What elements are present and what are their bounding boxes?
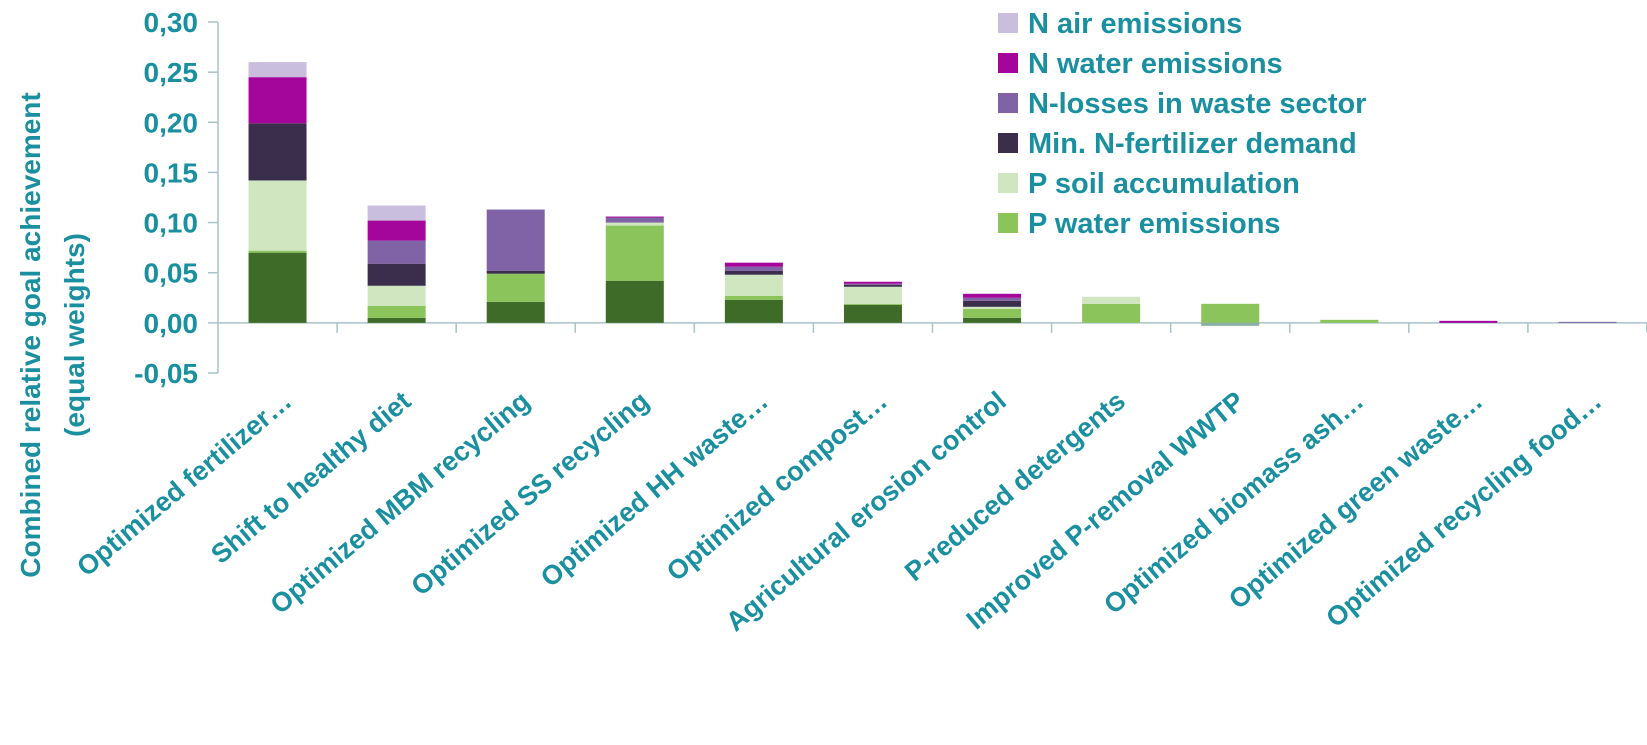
y-tick-label: 0,20	[144, 107, 199, 138]
bar-segment	[367, 285, 426, 306]
bar-segment	[248, 252, 307, 323]
legend-label: N-losses in waste sector	[1028, 88, 1366, 120]
bar-segment	[248, 62, 307, 78]
legend-label: P soil accumulation	[1028, 168, 1300, 200]
x-category-label: Optimized fertilizer…	[71, 386, 297, 583]
bar-segment	[486, 209, 545, 271]
bar-segment	[724, 274, 783, 296]
bar-segment	[248, 123, 307, 181]
x-category-label: Optimized SS recycling	[405, 386, 654, 602]
bar-segment	[724, 266, 783, 271]
bar-segment	[724, 262, 783, 267]
x-category-label: Optimized HH waste…	[535, 386, 774, 593]
bar-segment	[367, 240, 426, 264]
y-tick-label: 0,10	[144, 208, 199, 239]
legend-swatch	[998, 93, 1018, 113]
bar-segment	[367, 317, 426, 323]
bar-segment	[1082, 296, 1141, 304]
y-tick-label: 0,05	[144, 258, 199, 289]
y-tick-labels: 0,30 0,25 0,20 0,15 0,10 0,05 0,00 -0,05	[134, 7, 198, 389]
bar-segment	[486, 273, 545, 302]
x-category-labels: Optimized fertilizer…Shift to healthy di…	[71, 386, 1607, 638]
bar-segment	[963, 297, 1022, 301]
bar-segment	[248, 180, 307, 251]
legend-label: Min. N-fertilizer demand	[1028, 128, 1357, 160]
bar-segment	[605, 225, 664, 281]
bar-segment	[486, 301, 545, 323]
bar-segment	[605, 217, 664, 223]
bar-segment-negative	[1201, 322, 1260, 326]
axes	[208, 21, 1647, 374]
legend-label: P water emissions	[1028, 208, 1281, 240]
legend-swatch	[998, 173, 1018, 193]
bar-segment	[605, 222, 664, 226]
bar-segment	[486, 270, 545, 274]
x-category-label: P-reduced detergents	[899, 386, 1131, 587]
y-tick-label: -0,05	[134, 358, 198, 389]
bar-segment	[843, 303, 902, 305]
bar-segment	[367, 263, 426, 286]
bar-segment	[724, 270, 783, 275]
bar-segment	[248, 77, 307, 124]
bar-segment	[963, 308, 1022, 318]
bar-segment	[724, 299, 783, 323]
bar-segment	[248, 250, 307, 253]
y-axis-label-line-2: (equal weights)	[59, 233, 90, 437]
bar-segment	[724, 295, 783, 300]
y-tick-label: 0,00	[144, 308, 199, 339]
x-category-label: Optimized compost…	[661, 386, 893, 587]
bar-segment	[843, 284, 902, 287]
y-tick-label: 0,30	[144, 7, 199, 38]
bar-segment	[963, 317, 1022, 323]
legend-swatch	[998, 13, 1018, 33]
bar-segment	[1201, 303, 1260, 323]
y-tick-label: 0,25	[144, 57, 199, 88]
bar-segment	[963, 306, 1022, 309]
x-category-label: Shift to healthy diet	[205, 386, 416, 570]
y-axis-label-line-1: Combined relative goal achievement	[15, 92, 46, 578]
legend-swatch	[998, 133, 1018, 153]
bar-segment	[1558, 321, 1617, 323]
legend-label: N water emissions	[1028, 48, 1283, 80]
y-axis-label: Combined relative goal achievement (equa…	[15, 92, 90, 578]
y-tick-label: 0,15	[144, 157, 199, 188]
bar-segment	[1439, 320, 1498, 323]
bar-segment	[367, 305, 426, 318]
bar-segment	[963, 300, 1022, 307]
legend: N air emissions N water emissions N-losses…	[998, 8, 1366, 240]
bar-segment	[843, 281, 902, 284]
legend-swatch	[998, 213, 1018, 233]
bar-segment	[1320, 319, 1379, 323]
legend-label: N air emissions	[1028, 8, 1242, 40]
bars	[248, 62, 1617, 326]
bar-segment	[1082, 303, 1141, 323]
bar-segment	[843, 283, 902, 285]
bar-segment	[843, 286, 902, 304]
bar-segment	[367, 220, 426, 241]
legend-swatch	[998, 53, 1018, 73]
bar-segment	[843, 304, 902, 323]
bar-segment	[963, 293, 1022, 298]
bar-segment	[367, 205, 426, 221]
bar-segment	[605, 216, 664, 218]
bar-segment	[605, 280, 664, 323]
